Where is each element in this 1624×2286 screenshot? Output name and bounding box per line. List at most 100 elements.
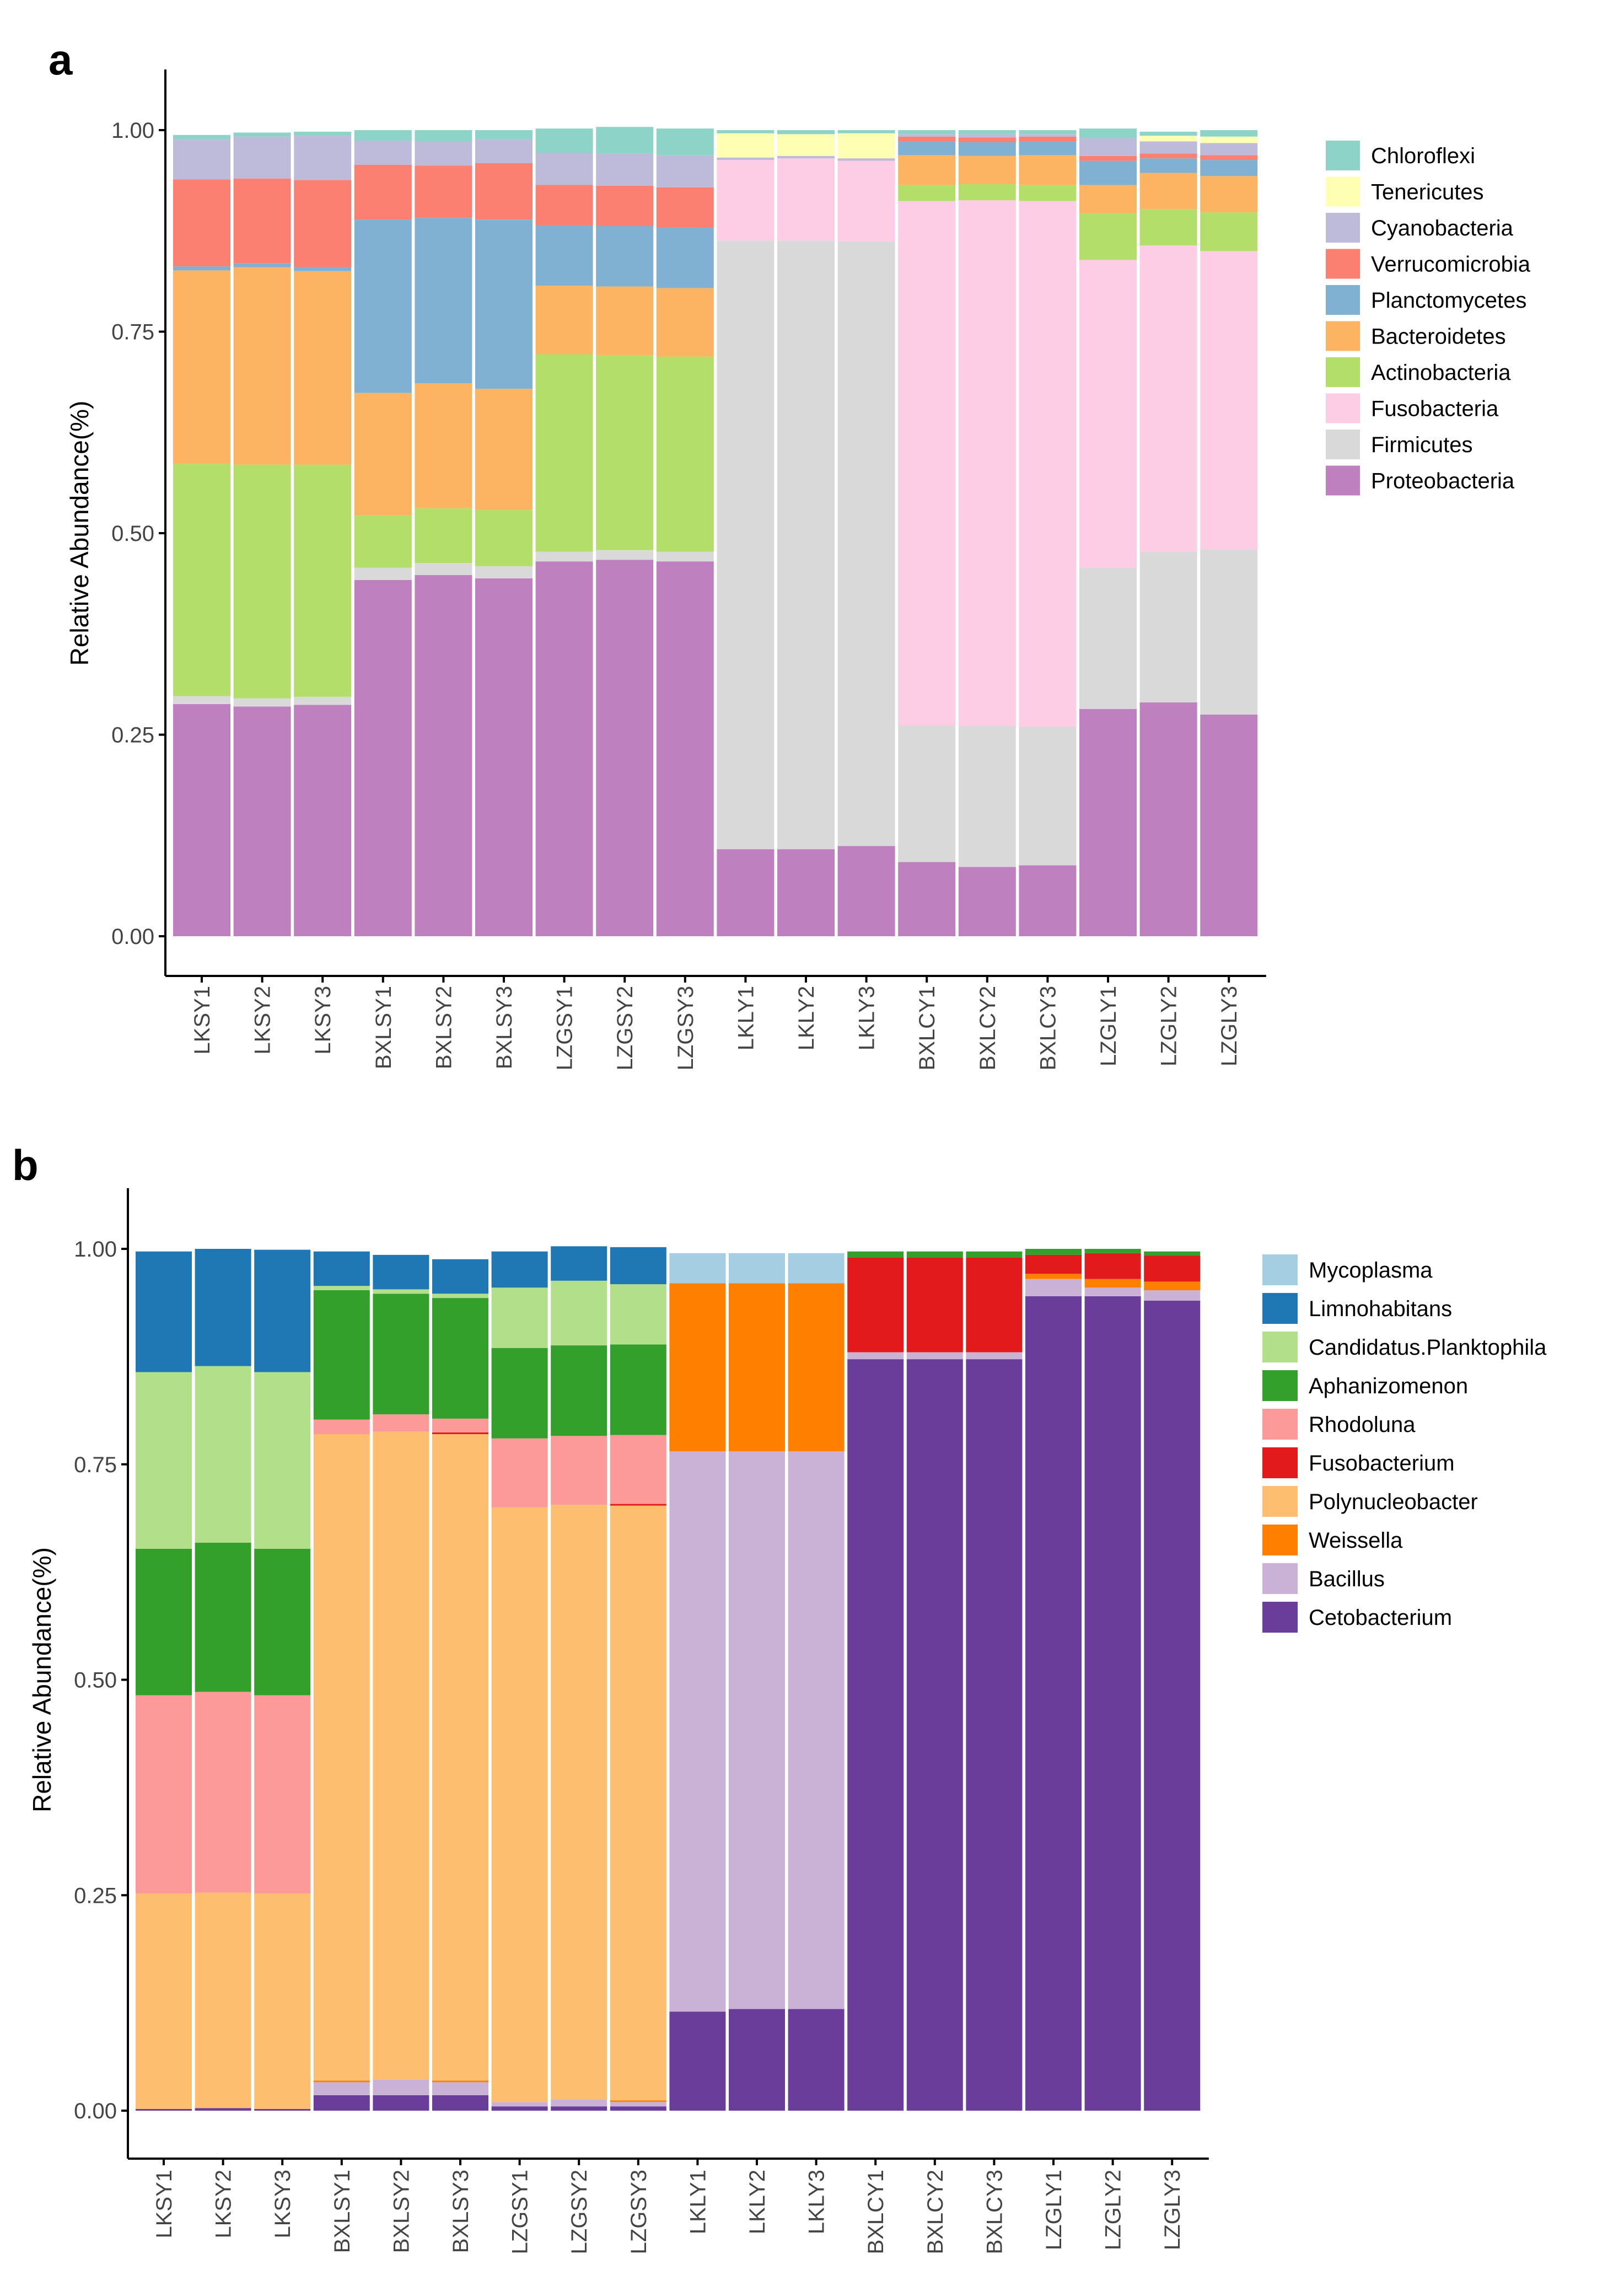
chart-panel-a: a 0.00 0.25 0.50 0.75 1.00 Relative Abundance(… [49,35,1531,1070]
y-axis-title: Relative Abundance(%) [28,1547,56,1812]
y-tick-label: 0.00 [74,2099,117,2123]
bar-segment-fusobacterium-lzgly2 [1084,1253,1141,1279]
bar-segment-polynucleobacter-lzgsy1 [491,1507,548,2102]
bar-segment-cyanobacteria-lksy2 [233,136,291,179]
bar-segment-cyanobacteria-lzgly1 [1079,138,1137,156]
legend-swatch-cetobacterium [1262,1602,1298,1633]
bar-segment-actinobacteria-lzgsy2 [596,355,654,550]
bar-segment-candidatus-planktophila-bxlsy1 [313,1286,370,1290]
bar-segment-chloroflexi-lzgly3 [1200,130,1258,137]
chart-panel-b: b 0.00 0.25 0.50 0.75 1.00 Relative Abundance(… [12,1141,1547,2254]
legend-label-rhodoluna: Rhodoluna [1309,1413,1416,1437]
bar-segment-cetobacterium-lzgsy1 [491,2106,548,2111]
bar-segment-actinobacteria-bxlcy2 [958,184,1016,201]
bar-segment-aphanizomenon-lksy3 [254,1548,311,1695]
bar-segment-chloroflexi-bxlcy2 [958,130,1016,135]
bar-segment-cyanobacteria-lzgly3 [1200,143,1258,155]
legend-swatch-firmicutes [1326,430,1360,459]
bar-segment-actinobacteria-lksy2 [233,464,291,699]
bar-segment-cyanobacteria-bxlsy1 [354,141,412,165]
bar-segment-fusobacteria-lkly3 [837,160,895,242]
bar-segment-chloroflexi-lkly2 [777,130,835,135]
bar-segment-rhodoluna-bxlsy3 [432,1418,488,1432]
bar-segment-aphanizomenon-bxlcy1 [847,1251,904,1258]
bar-segment-actinobacteria-lzgly3 [1200,212,1258,251]
bar-segment-cyanobacteria-lzgsy1 [535,152,593,185]
bar-segment-verrucomicrobia-lzgsy1 [535,185,593,226]
x-tick-label-lzgly2: LZGLY2 [1157,986,1181,1066]
bar-segment-fusobacteria-bxlcy3 [1019,201,1077,727]
bar-segment-bacteroidetes-bxlcy1 [898,155,956,185]
bar-segment-bacteroidetes-lksy1 [173,270,230,464]
bar-segment-verrucomicrobia-lksy1 [173,179,230,267]
legend-swatch-verrucomicrobia [1326,249,1360,279]
y-tick-label: 0.25 [74,1883,117,1908]
x-tick-label-lksy3: LKSY3 [311,986,335,1055]
bar-segment-proteobacteria-lzgly3 [1200,715,1258,936]
legend-swatch-weissella [1262,1525,1298,1555]
bar-segment-bacillus-bxlsy1 [313,2082,370,2095]
bar-segment-verrucomicrobia-lksy3 [294,180,352,267]
bar-segment-tenericutes-lkly1 [717,133,775,158]
bar-segment-fusobacterium-lzgly3 [1144,1255,1201,1282]
bar-segment-proteobacteria-lksy3 [294,705,352,936]
bar-segment-planctomycetes-lksy2 [233,263,291,267]
bar-segment-actinobacteria-bxlsy2 [415,508,472,564]
legend-label-cetobacterium: Cetobacterium [1309,1606,1452,1630]
bar-segment-verrucomicrobia-lzgly2 [1139,153,1197,159]
bar-segment-firmicutes-bxlcy2 [958,726,1016,867]
legend-swatch-bacillus [1262,1563,1298,1594]
bar-segment-rhodoluna-lzgsy1 [491,1438,548,1507]
bar-segment-chloroflexi-lksy1 [173,135,230,139]
bar-segment-planctomycetes-bxlsy3 [475,219,533,389]
bar-segment-chloroflexi-bxlsy2 [415,130,472,142]
bar-segment-weissella-lzgsy3 [610,2100,666,2102]
x-tick-label-lzgsy1: LZGSY1 [553,986,577,1070]
bar-segment-fusobacterium-bxlcy1 [847,1257,904,1353]
bar-segment-tenericutes-lzgly3 [1200,136,1258,143]
bar-segment-verrucomicrobia-bxlcy2 [958,137,1016,142]
bar-segment-mycoplasma-lkly1 [669,1253,726,1284]
bar-segment-cyanobacteria-bxlcy1 [898,134,956,137]
bar-segment-planctomycetes-lzgsy1 [535,225,593,286]
bar-segment-rhodoluna-bxlsy2 [373,1414,429,1432]
y-axis-title: Relative Abundance(%) [65,401,94,666]
legend-label-bacteroidetes: Bacteroidetes [1371,325,1506,349]
legend-label-actinobacteria: Actinobacteria [1371,361,1511,385]
bar-segment-chloroflexi-lksy3 [294,131,352,136]
bar-segment-chloroflexi-lzgsy3 [656,128,714,155]
bar-segment-firmicutes-lzgsy1 [535,551,593,562]
bar-segment-bacillus-lzgsy3 [610,2102,666,2107]
bar-segment-chloroflexi-bxlsy1 [354,130,412,141]
bar-segment-cyanobacteria-lzgsy3 [656,155,714,187]
bar-segment-cetobacterium-lkly2 [729,2009,785,2111]
bar-segment-fusobacteria-bxlcy2 [958,200,1016,726]
bar-segment-proteobacteria-bxlsy3 [475,578,533,936]
bar-segment-candidatus-planktophila-lzgsy3 [610,1284,666,1345]
bar-segment-bacteroidetes-lzgsy3 [656,288,714,357]
bar-segment-cetobacterium-lkly1 [669,2011,726,2111]
y-tick-label: 0.50 [74,1668,117,1693]
bar-segment-bacteroidetes-lksy3 [294,271,352,465]
bar-segment-aphanizomenon-lzgly2 [1084,1249,1141,1253]
x-tick-label-bxlsy1: BXLSY1 [330,2170,354,2253]
x-tick-label-bxlsy2: BXLSY2 [432,986,456,1069]
bar-segment-fusobacteria-lkly2 [777,158,835,241]
bar-segment-rhodoluna-lzgsy2 [551,1436,607,1505]
bar-segment-aphanizomenon-lzgsy2 [551,1345,607,1436]
bar-segment-verrucomicrobia-lzgly3 [1200,155,1258,160]
bar-segment-limnohabitans-bxlsy3 [432,1259,488,1294]
x-tick-label-lkly2: LKLY2 [745,2170,770,2234]
bar-segment-firmicutes-bxlsy2 [415,563,472,575]
bar-segment-limnohabitans-lksy1 [136,1251,192,1372]
bar-segment-cetobacterium-lzgly3 [1144,1300,1201,2111]
bar-segment-chloroflexi-lzgsy1 [535,128,593,153]
bar-segment-weissella-lkly1 [669,1283,726,1452]
x-tick-label-lkly2: LKLY2 [794,986,819,1050]
bar-segment-polynucleobacter-lksy2 [195,1892,251,2108]
bar-segment-proteobacteria-bxlcy1 [898,862,956,936]
panel-label: a [49,35,73,84]
bar-segment-planctomycetes-bxlcy2 [958,142,1016,156]
bar-segment-rhodoluna-lksy2 [195,1692,251,1893]
bar-segment-polynucleobacter-bxlsy2 [373,1431,429,2080]
